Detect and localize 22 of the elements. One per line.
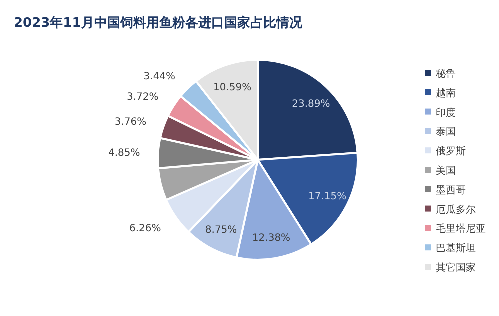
data-label: 3.44% [144, 72, 176, 83]
legend-label: 泰国 [436, 127, 456, 138]
data-label: 8.75% [205, 224, 238, 236]
data-label: 17.15% [308, 191, 347, 202]
data-label: 3.72% [127, 92, 159, 104]
data-label: 10.59% [213, 82, 252, 94]
legend-label: 俄罗斯 [436, 146, 466, 158]
data-label: 4.85% [108, 148, 140, 160]
legend-label: 美国 [436, 165, 456, 177]
chart-title: 2023年11月中国饲料用鱼粉各进口国家占比情况 [14, 15, 304, 31]
legend-label: 厄瓜多尔 [436, 204, 476, 216]
legend-label: 印度 [436, 106, 456, 119]
legend-label: 毛里塔尼亚 [436, 223, 486, 236]
legend-label: 巴基斯坦 [436, 242, 476, 255]
legend-label: 秘鲁 [436, 68, 456, 80]
legend-label: 其它国家 [436, 262, 476, 274]
data-label: 12.38% [252, 232, 291, 244]
data-label: 6.26% [129, 224, 162, 235]
legend-label: 越南 [436, 87, 456, 100]
legend-label: 墨西哥 [436, 185, 466, 196]
data-label: 3.76% [114, 116, 147, 128]
data-label: 23.89% [292, 98, 330, 110]
